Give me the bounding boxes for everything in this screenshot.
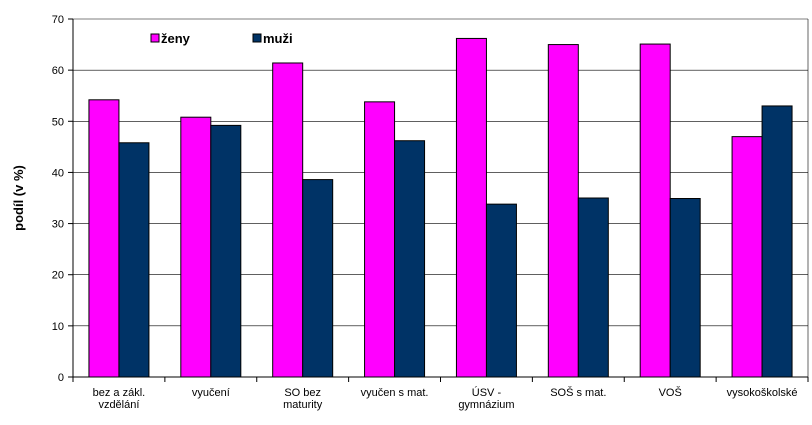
bar-zeny (364, 101, 396, 378)
y-tick-label: 0 (58, 372, 64, 384)
y-tick-label: 10 (52, 321, 64, 333)
legend-swatch-muzi (252, 33, 262, 43)
bar-zeny (88, 99, 120, 378)
bar-zeny (547, 44, 579, 378)
bar-muzi (210, 124, 242, 378)
y-tick-label: 40 (52, 167, 64, 179)
bar-muzi (761, 105, 793, 378)
bar-zeny (731, 136, 763, 378)
x-category-label: bez a zákl. (93, 387, 146, 399)
y-tick-label: 30 (52, 219, 64, 231)
bar-muzi (394, 140, 426, 378)
x-category-label: SO bez (284, 387, 321, 399)
category-labels: bez a zákl.vzdělání vyučení SO bezmaturity… (93, 386, 798, 411)
x-category-label: VOŠ (659, 386, 682, 399)
legend-label-zeny: ženy (161, 31, 191, 46)
y-axis-title: podíl (v %) (11, 165, 26, 231)
x-category-label: ÚSV - (472, 386, 502, 399)
x-category-label: vyučení (192, 387, 230, 399)
bar-muzi (302, 179, 334, 378)
bar-zeny (272, 62, 304, 378)
bar-zeny (180, 116, 212, 378)
legend-label-muzi: muži (263, 31, 293, 46)
y-tick-label: 60 (52, 65, 64, 77)
tick-labels: 0 10 20 30 40 50 60 70 (52, 14, 64, 384)
bar-zeny (455, 37, 487, 378)
legend-swatch-zeny (150, 33, 160, 43)
x-category-label: vzdělání (98, 399, 139, 411)
y-tick-label: 50 (52, 116, 64, 128)
bar-muzi (118, 142, 150, 378)
y-tick-label: 20 (52, 270, 64, 282)
x-category-label: maturity (283, 399, 323, 411)
bar-zeny (639, 43, 671, 378)
y-tick-label: 70 (52, 14, 64, 26)
bar-muzi (669, 198, 701, 378)
x-category-label: SOŠ s mat. (550, 386, 606, 399)
x-category-label: gymnázium (458, 399, 514, 411)
x-category-label: vysokoškolské (727, 387, 798, 399)
bar-muzi (577, 197, 609, 378)
legend: ženy muži (150, 31, 293, 46)
bar-muzi (485, 203, 517, 378)
x-category-label: vyučen s mat. (361, 387, 429, 399)
bars (88, 37, 793, 378)
